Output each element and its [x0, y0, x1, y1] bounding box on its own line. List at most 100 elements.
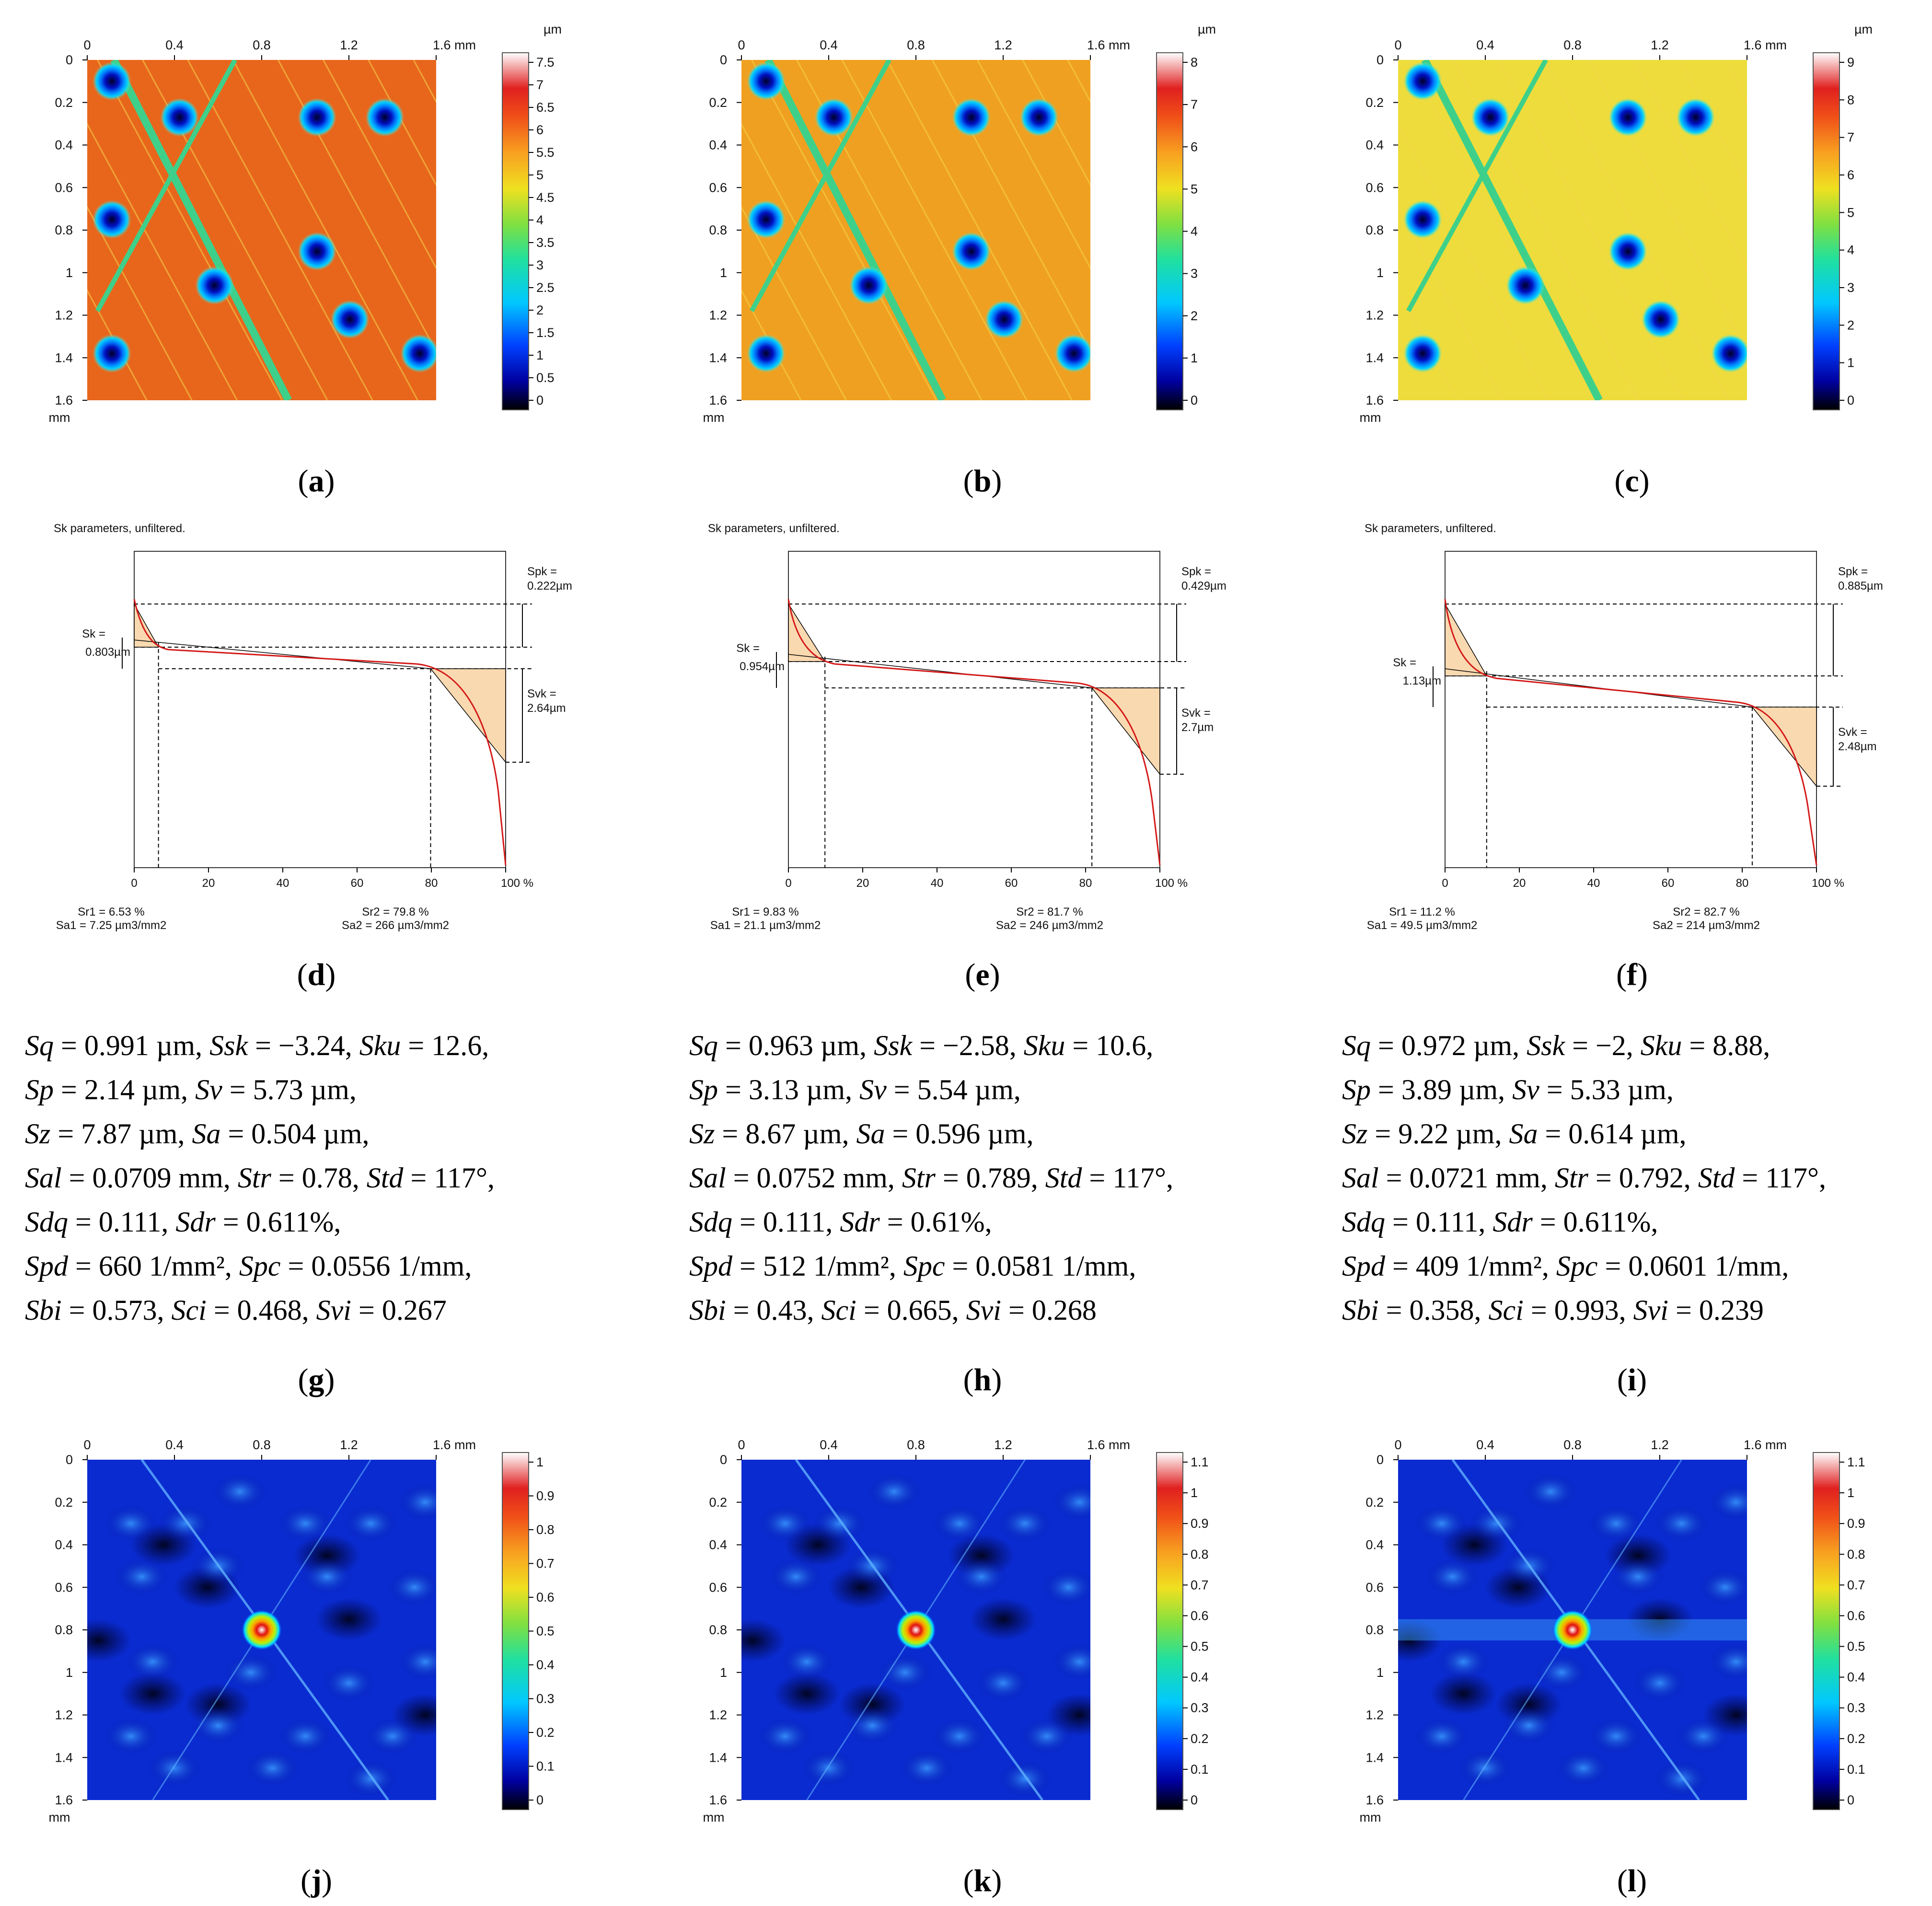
acf-lobe — [1655, 1760, 1708, 1797]
x-tick-label: 0 — [131, 877, 137, 890]
sk-chart-e: Sk parameters, unfiltered. 0 20 40 60 80 100 %… — [708, 522, 1226, 932]
scale-tick-label: 4 — [1191, 224, 1198, 239]
y-tick-label: 1.6 — [1365, 393, 1384, 407]
scale-tick-label: 5 — [1847, 205, 1854, 220]
parameter-name: Sku — [1640, 1030, 1682, 1061]
parameter-name: Sbi — [689, 1294, 726, 1326]
autocorrelation-map — [741, 1460, 1090, 1800]
parameter-value: 0.111 — [763, 1206, 826, 1238]
chart-title: Sk parameters, unfiltered. — [54, 522, 185, 535]
scale-tick-label: 0 — [1191, 393, 1198, 407]
parameter-name: Sz — [1342, 1118, 1368, 1150]
y-tick-label: 0.4 — [709, 1538, 727, 1552]
x-tick-label: 60 — [1005, 877, 1018, 890]
scale-tick-label: 0.8 — [1191, 1547, 1209, 1561]
topography-map — [741, 60, 1090, 400]
parameter-name: Ssk — [874, 1030, 913, 1061]
acf-lobe — [366, 1718, 419, 1755]
autocorrelation-map — [87, 1460, 436, 1800]
parameter-value: 0.0752 mm — [756, 1162, 888, 1194]
parameter-name: Str — [902, 1162, 936, 1194]
sr1-label: Sr1 = 6.53 % — [78, 906, 144, 918]
parameter-name: Sdr — [840, 1206, 880, 1238]
parameter-name: Sci — [821, 1294, 856, 1326]
peak-area-triangle — [134, 603, 159, 648]
parameter-name: Spd — [25, 1250, 68, 1282]
y-tick-label: 1 — [720, 1665, 727, 1680]
y-tick-label: 1.4 — [1365, 350, 1384, 365]
scratch-line — [886, 60, 1073, 400]
equivalent-line — [788, 654, 1092, 688]
y-tick-label: 0.8 — [1365, 223, 1384, 237]
x-tick-label: 20 — [856, 877, 869, 890]
acf-lobe — [1020, 1718, 1073, 1755]
y-tick-label: 0.4 — [709, 138, 727, 152]
parameter-value: 117° — [434, 1162, 488, 1194]
x-tick-label: 0.4 — [820, 38, 838, 52]
scratch-line — [87, 122, 238, 400]
parameter-value: 0.614 µm — [1568, 1118, 1679, 1150]
parameter-value: 0.78 — [301, 1162, 352, 1194]
autocorrelation-panel-l: 0 0.4 0.8 1.2 1.6 mm 0 0.2 0.4 0.6 0.8 1 1.2 1.4 1.6 m… — [1360, 1438, 1865, 1825]
dimple-pit — [952, 98, 991, 137]
scratch-line — [1498, 60, 1684, 400]
scale-tick-label: 0.6 — [1847, 1608, 1865, 1623]
parameter-line: Spd = 409 1/mm², Spc = 0.0601 1/mm, — [1342, 1250, 1789, 1282]
acf-lobe — [759, 1718, 811, 1755]
parameter-name: Str — [237, 1162, 271, 1194]
dimple-pit — [400, 334, 436, 373]
scale-tick-label: 9 — [1847, 55, 1854, 70]
parameter-value: 117° — [1765, 1162, 1819, 1194]
scale-tick-label: 1 — [1847, 356, 1854, 370]
y-tick-label: 1.4 — [55, 350, 73, 365]
x-tick-label: 0 — [1394, 1438, 1401, 1452]
scale-tick-label: 6 — [536, 123, 544, 137]
parameter-value: 10.6 — [1096, 1030, 1146, 1061]
scale-tick-label: 0.5 — [1191, 1639, 1209, 1654]
groove-line — [764, 60, 946, 400]
groove-line — [1406, 60, 1548, 313]
svk-value: 2.48µm — [1838, 740, 1877, 753]
parameter-value: 0.0601 1/mm — [1628, 1250, 1782, 1282]
color-scale-bar — [502, 52, 529, 410]
acf-low-region — [741, 1619, 786, 1662]
acf-lobe — [213, 1473, 266, 1510]
scale-tick-label: 0.2 — [536, 1725, 555, 1740]
acf-lobe — [1677, 1718, 1730, 1755]
color-scale-unit: µm — [544, 22, 562, 36]
scale-tick-label: 0.3 — [1191, 1701, 1209, 1715]
chart-title: Sk parameters, unfiltered. — [708, 522, 840, 535]
scale-tick-label: 0.7 — [536, 1557, 555, 1571]
scale-tick-label: 0.5 — [536, 371, 555, 385]
scale-tick-label: 2 — [1847, 318, 1854, 332]
scale-tick-label: 0.2 — [1847, 1732, 1865, 1746]
parameter-name: Sal — [689, 1162, 726, 1194]
dimple-pit — [814, 98, 853, 137]
y-tick-label: 1.6 — [55, 1793, 73, 1807]
color-scale-bar — [1813, 52, 1840, 410]
acf-lobe — [802, 1750, 855, 1787]
acf-lobe — [933, 1505, 986, 1542]
y-tick-label: 1.4 — [709, 350, 727, 365]
acf-central-peak — [1552, 1610, 1593, 1650]
acf-lobe — [1437, 1643, 1490, 1680]
x-tick-label: 0 — [785, 877, 791, 890]
dimple-pit — [849, 266, 888, 305]
parameter-value: 660 1/mm² — [98, 1250, 225, 1282]
scale-tick-label: 0 — [1847, 393, 1854, 407]
x-tick-label: 1.2 — [1651, 1438, 1669, 1452]
scale-tick-label: 5 — [536, 168, 544, 182]
x-tick-label: 60 — [1662, 877, 1675, 890]
scratch-line — [1770, 60, 1932, 400]
y-tick-label: 1.4 — [709, 1750, 727, 1765]
parameter-value: 512 1/mm² — [763, 1250, 889, 1282]
autocorrelation-panel-k: 0 0.4 0.8 1.2 1.6 mm 0 0.2 0.4 0.6 0.8 1 1.2 1.4 1.6 m… — [703, 1438, 1209, 1825]
panel-caption-a: (a) — [298, 464, 335, 499]
panel-caption-l: (l) — [1617, 1863, 1647, 1898]
scale-tick-label: 6 — [1191, 139, 1198, 154]
sr1-label: Sr1 = 9.83 % — [732, 906, 798, 918]
x-tick-label: 0 — [1442, 877, 1448, 890]
acf-lobe — [759, 1505, 811, 1542]
scale-tick-label: 8 — [1191, 55, 1198, 70]
scale-tick-label: 1.1 — [1847, 1455, 1865, 1469]
